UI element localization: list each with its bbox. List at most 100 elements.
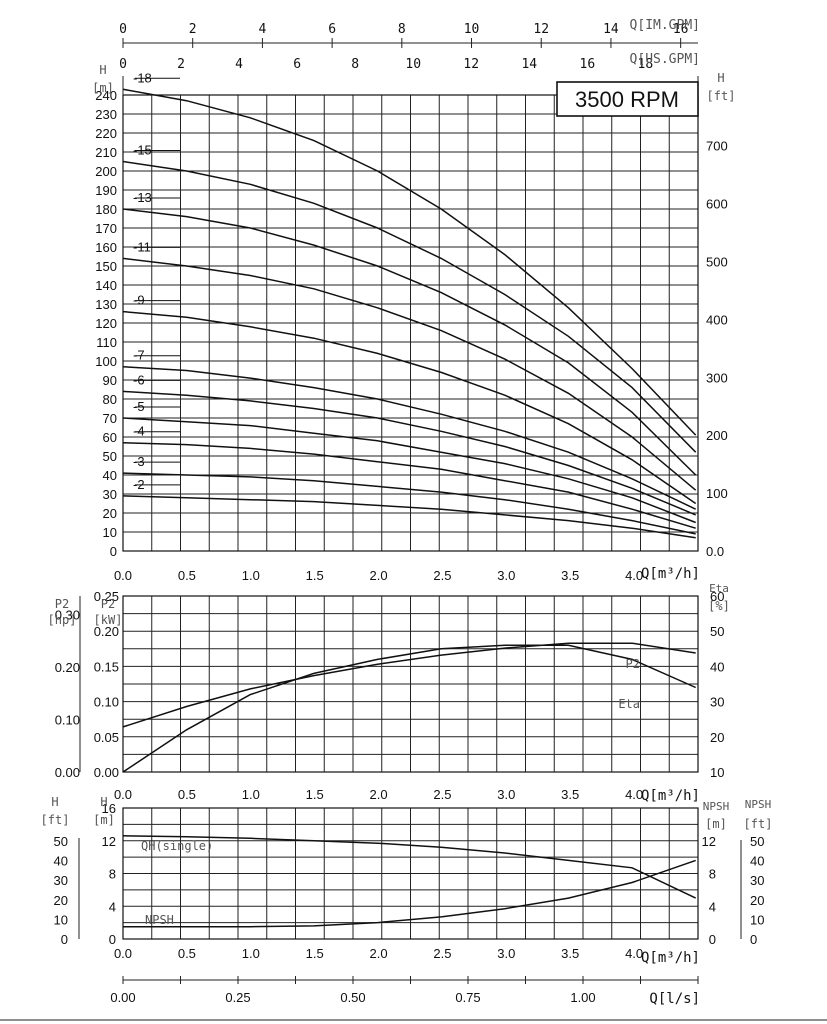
im-gpm-tick-label: 4 (258, 22, 266, 37)
npsh-label: NPSH (145, 913, 174, 927)
head-ft-tick: 700 (706, 139, 728, 154)
flow-axis-1-tick: 0.5 (178, 568, 196, 583)
flow-axis-1-label: Q[m³/h] (641, 566, 700, 582)
stage-label: -7 (133, 348, 145, 363)
head-y-tick: 170 (95, 221, 117, 236)
npsh-ft-tick: 20 (750, 893, 764, 908)
head-y-tick: 140 (95, 278, 117, 293)
head-ft-name: H (717, 71, 724, 85)
rpm-label-box (556, 81, 699, 117)
power-hp-tick: 0.20 (55, 660, 80, 675)
stage-label: -5 (133, 399, 145, 414)
npsh-m-tick: 4 (709, 899, 716, 914)
head-curve (122, 365, 697, 510)
im-gpm-tick-label: 16 (673, 22, 689, 37)
flow-axis-3-tick: 0.0 (114, 946, 132, 961)
head-grid-frame (122, 94, 699, 552)
power-kw-unit: [kW] (94, 613, 123, 627)
npsh-m-tick: 12 (702, 834, 716, 849)
eta-tick: 20 (710, 730, 724, 745)
flow-axis-2-tick: 3.5 (561, 787, 579, 802)
npsh-ft-tick: 10 (750, 912, 764, 927)
head-ft-unit: [ft] (707, 89, 736, 103)
power-kw-tick: 0.25 (94, 589, 119, 604)
flow-axis-3-tick: 1.0 (242, 946, 260, 961)
flow-axis-1-tick: 1.5 (306, 568, 324, 583)
us-gpm-tick-label: 12 (463, 57, 479, 72)
npsh-ft-tick: 50 (750, 834, 764, 849)
flow-axis-2-tick: 1.0 (242, 787, 260, 802)
flow-axis-2-tick: 2.0 (370, 787, 388, 802)
stage-label: -18 (133, 70, 152, 85)
npsh-grid-frame (122, 807, 699, 940)
us-gpm-tick-label: 10 (405, 57, 421, 72)
head-ft-tick: 400 (706, 312, 728, 327)
power-hp-tick: 0.30 (55, 608, 80, 623)
head-y-tick: 10 (103, 525, 117, 540)
eta-axis-name: Eta (709, 582, 729, 595)
flow-axis-2-label: Q[m³/h] (641, 788, 700, 804)
flow-axis-3-tick: 2.0 (370, 946, 388, 961)
eta-tick: 50 (710, 624, 724, 639)
flow-axis-3-tick: 3.0 (497, 946, 515, 961)
h-ft-tick: 0 (61, 932, 68, 947)
flow-axis-3-tick: 2.5 (433, 946, 451, 961)
head-curve (122, 88, 697, 436)
head-curve (122, 310, 697, 505)
head-ft-tick: 500 (706, 254, 728, 269)
flow-axis-1-tick: 2.0 (370, 568, 388, 583)
npsh-m-tick: 8 (709, 867, 716, 882)
eta-curve-label: Eta (618, 697, 640, 711)
p2-curve-label: P2 (626, 657, 640, 671)
head-curve (122, 208, 697, 476)
h-ft-tick: 10 (54, 912, 68, 927)
head-curve (122, 495, 696, 539)
power-hp-tick: 0.10 (55, 713, 80, 728)
flow-axis-1-tick: 3.5 (561, 568, 579, 583)
flow-axis-1-tick: 0.0 (114, 568, 132, 583)
us-gpm-tick-label: 14 (521, 57, 537, 72)
head-y-tick: 30 (103, 487, 117, 502)
head-ft-tick: 200 (706, 428, 728, 443)
flow-axis-1-tick: 1.0 (242, 568, 260, 583)
head-ft-tick: 600 (706, 197, 728, 212)
h-ft-tick: 20 (54, 893, 68, 908)
flow-axis-2-tick: 0.5 (178, 787, 196, 802)
flow-axis-2-tick: 2.5 (433, 787, 451, 802)
head-y-tick: 120 (95, 316, 117, 331)
us-gpm-tick-label: 18 (638, 57, 654, 72)
im-gpm-tick-label: 2 (189, 22, 197, 37)
h-m-tick: 8 (109, 867, 116, 882)
us-gpm-tick-label: 4 (235, 57, 243, 72)
us-gpm-axis-label: Q[US.GPM] (630, 52, 700, 67)
stage-label: -2 (133, 477, 145, 492)
flow-axis-3-tick: 0.5 (178, 946, 196, 961)
eta-tick: 30 (710, 695, 724, 710)
flow-axis-3-tick: 1.5 (306, 946, 324, 961)
power-kw-tick: 0.00 (94, 765, 119, 780)
h-ft-tick: 40 (54, 854, 68, 869)
stage-label: -3 (133, 454, 145, 469)
head-y-tick: 190 (95, 183, 117, 198)
head-y-tick: 110 (96, 335, 117, 350)
ls-tick-label: 1.00 (570, 990, 595, 1005)
head-curve (122, 441, 696, 529)
ls-tick-label: 0.50 (340, 990, 365, 1005)
flow-axis-2-tick: 1.5 (306, 787, 324, 802)
stage-label: -13 (133, 190, 152, 205)
h-m-tick: 0 (109, 932, 116, 947)
eta-tick: 60 (710, 589, 724, 604)
im-gpm-tick-label: 6 (328, 22, 336, 37)
head-ft-tick: 300 (706, 370, 728, 385)
power-kw-tick: 0.20 (94, 624, 119, 639)
eta-axis-unit: [%] (708, 599, 730, 613)
head-curve (122, 257, 697, 491)
im-gpm-tick-label: 8 (398, 22, 406, 37)
head-curve (122, 472, 696, 535)
ls-axis-label: Q[l/s] (649, 991, 700, 1007)
power-hp-unit: [hp] (48, 613, 77, 627)
npsh-ft-unit: [ft] (744, 817, 773, 831)
npsh-m-unit: [m] (705, 817, 727, 831)
head-y-tick: 40 (103, 468, 117, 483)
